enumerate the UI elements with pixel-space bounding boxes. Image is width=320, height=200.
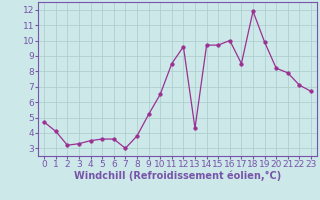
- X-axis label: Windchill (Refroidissement éolien,°C): Windchill (Refroidissement éolien,°C): [74, 171, 281, 181]
